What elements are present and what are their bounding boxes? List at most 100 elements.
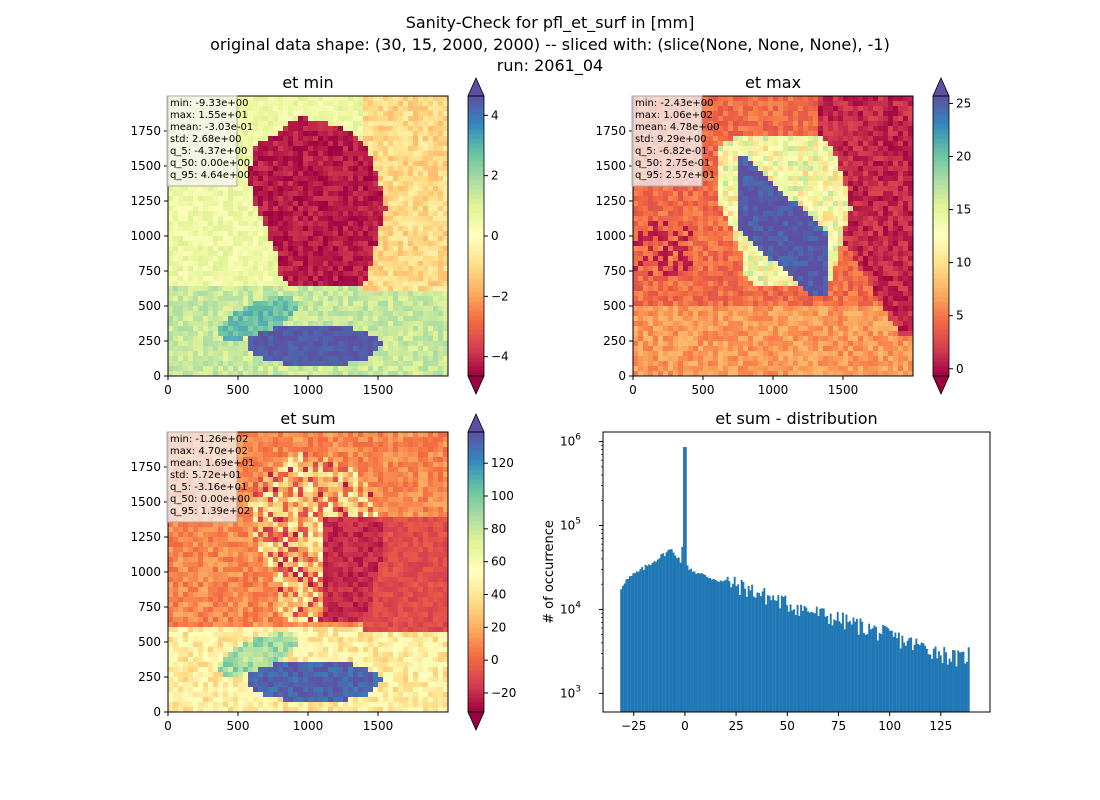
histogram-bar — [768, 595, 771, 712]
histogram-bar — [731, 583, 734, 712]
histogram-bar — [780, 595, 783, 712]
colorbar-tick-label: 40 — [491, 587, 506, 601]
y-tick-label: 1000 — [130, 565, 161, 579]
histogram-bar — [917, 643, 920, 712]
colorbar-extend-max — [932, 77, 950, 97]
histogram-bar — [700, 573, 703, 712]
histogram-bar — [955, 666, 958, 712]
histogram-title: et sum - distribution — [715, 409, 877, 428]
histogram-bar — [960, 652, 963, 712]
histogram-bar — [866, 634, 869, 712]
histogram-bar — [761, 591, 764, 712]
histogram-bar — [934, 646, 937, 712]
histogram-bar — [894, 632, 897, 712]
histogram-bar — [931, 658, 933, 712]
stats-line: mean: 1.69e+01 — [170, 458, 254, 469]
y-tick-label: 0 — [153, 369, 161, 383]
x-tick-label: 0 — [629, 383, 637, 397]
x-tick-label: −25 — [621, 719, 646, 733]
histogram-bar — [740, 579, 743, 712]
colorbar: 4 2 0 −2 −4 — [467, 77, 509, 395]
colorbar-tick-label: 10 — [956, 256, 971, 270]
y-tick-label: 1250 — [130, 194, 161, 208]
histogram-bar — [896, 638, 899, 712]
histogram-bar — [950, 661, 953, 712]
colorbar-tick-label: 4 — [491, 108, 499, 122]
colorbar-tick-label: 15 — [956, 203, 971, 217]
stats-box-frame — [631, 95, 703, 187]
histogram-bar — [962, 651, 965, 712]
colorbar-tick-label: 5 — [956, 309, 964, 323]
histogram-bar — [906, 640, 909, 712]
histogram-bar — [964, 663, 967, 712]
histogram-bar — [674, 555, 677, 712]
histogram-bar — [946, 664, 949, 712]
histogram-bar — [627, 578, 630, 712]
histogram-bar — [672, 552, 675, 712]
x-tick-label: 1000 — [758, 383, 789, 397]
histogram-bar — [873, 625, 876, 712]
histogram-bar — [787, 611, 790, 712]
histogram-bar — [824, 616, 827, 712]
histogram-bar — [663, 556, 666, 712]
histogram-bar — [634, 573, 637, 712]
histogram-bar — [714, 579, 717, 712]
histogram-bar — [939, 655, 942, 712]
y-tick-label: 1250 — [595, 194, 626, 208]
colorbar-extend-max — [467, 77, 485, 97]
histogram-bar — [669, 549, 672, 712]
histogram-bar — [850, 624, 853, 712]
histogram-bar — [683, 447, 685, 712]
histogram-bar — [742, 581, 745, 712]
y-tick-label: 1500 — [595, 159, 626, 173]
histogram-bar — [637, 571, 640, 712]
colorbar-tick-label: 80 — [491, 522, 506, 536]
y-tick-label: 1500 — [130, 159, 161, 173]
histogram-bar — [752, 596, 755, 712]
histogram-bar — [925, 648, 928, 712]
histogram-bar — [751, 584, 754, 712]
histogram-bar — [868, 623, 871, 712]
stats-line: max: 1.55e+01 — [170, 110, 248, 121]
histogram-bar — [897, 632, 900, 712]
stats-box-frame — [166, 431, 238, 523]
y-tick-label: 750 — [603, 264, 626, 278]
histogram-bar — [644, 564, 647, 712]
histogram-bar — [651, 562, 654, 712]
histogram-panel: et sum - distribution −25 0 25 50 75 100 125 103… — [542, 409, 991, 733]
colorbar-extend-max — [467, 413, 485, 433]
histogram-bar — [681, 546, 684, 712]
histogram-bar — [826, 615, 829, 712]
histogram-bar — [831, 625, 834, 712]
histogram-bar — [838, 621, 841, 712]
histogram-bar — [876, 640, 879, 712]
stats-line: q_50: 2.75e-01 — [635, 158, 710, 169]
histogram-bar — [621, 585, 624, 712]
histogram-bar — [737, 584, 740, 712]
x-tick-label: 1500 — [828, 383, 859, 397]
histogram-bar — [857, 634, 860, 712]
histogram-bar — [849, 621, 851, 712]
histogram-bar — [815, 606, 818, 712]
y-tick-label: 250 — [138, 334, 161, 348]
histogram-bar — [828, 623, 830, 712]
histogram-bar — [862, 632, 865, 712]
colorbar: 120 100 80 60 40 20 0 −20 — [467, 413, 516, 731]
colorbar-tick-label: 2 — [491, 169, 499, 183]
y-tick-label: 1750 — [130, 460, 161, 474]
x-tick-label: 1000 — [293, 719, 324, 733]
histogram-bar — [920, 642, 923, 712]
heatmap-title: et min — [282, 73, 333, 92]
histogram-bar — [667, 549, 670, 712]
histogram-bar — [967, 647, 970, 712]
histogram-bar — [725, 579, 727, 712]
histogram-bar — [861, 621, 864, 712]
stats-line: q_95: 2.57e+01 — [635, 170, 715, 181]
x-tick-label: 500 — [227, 719, 250, 733]
x-tick-label: 500 — [227, 383, 250, 397]
y-tick-label: 103 — [560, 684, 581, 700]
stats-line: min: -2.43e+00 — [635, 98, 714, 109]
histogram-bar — [808, 612, 811, 712]
